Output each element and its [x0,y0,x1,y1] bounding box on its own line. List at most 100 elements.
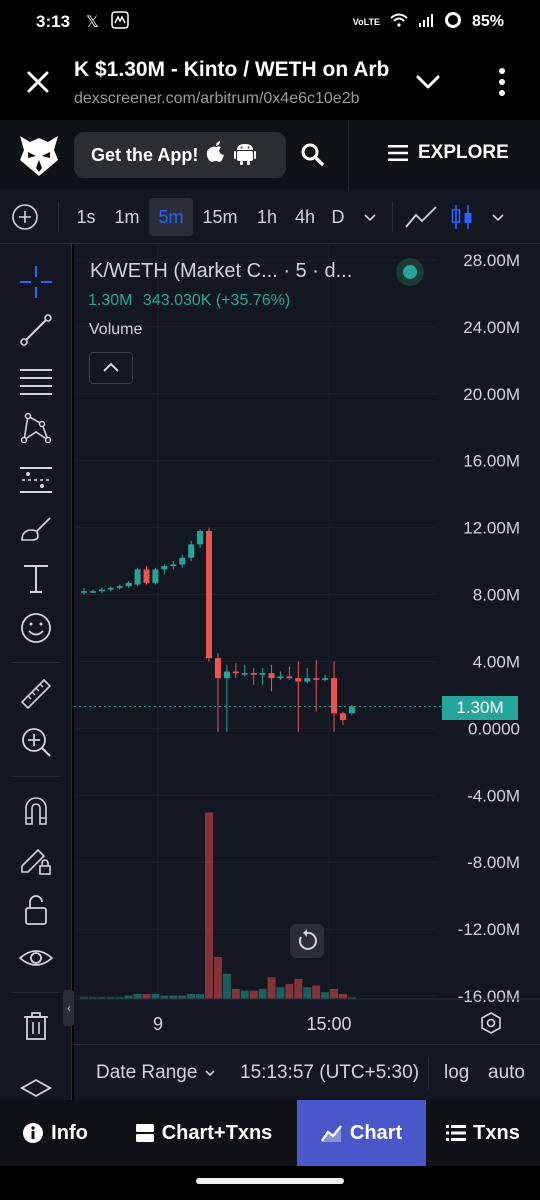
timeframe-15m[interactable]: 15m [202,207,238,227]
volume-bar [169,995,178,999]
candle-body [188,544,195,558]
layers-icon[interactable] [18,1076,54,1100]
candle-body [304,678,311,682]
lock-drawing-icon[interactable] [18,842,54,878]
page-title: K $1.30M - Kinto / WETH on Arbitrum [74,58,390,81]
dexscreener-logo-icon[interactable] [16,132,62,178]
volume-bar [231,988,240,999]
candle-body [339,713,346,720]
chevron-down-icon[interactable] [412,66,444,98]
emoji-icon[interactable] [18,610,54,646]
eye-icon[interactable] [18,940,54,976]
search-icon[interactable] [298,140,328,170]
add-symbol-icon[interactable] [10,202,40,232]
status-bar: 3:13 𝕏 VoLTE 85% [0,0,540,44]
volume-bar [115,997,124,999]
battery-level: 85% [471,13,504,30]
forecast-icon[interactable] [18,462,54,498]
volume-bar [276,987,285,999]
volume-bar [294,978,303,999]
price-tick-label: 0.0000 [468,719,520,738]
auto-scale-toggle[interactable]: auto [488,1062,525,1083]
volume-bar [285,983,294,999]
price-tick-label: 8.00M [473,586,520,605]
overflow-menu-icon[interactable] [492,64,512,100]
candles-icon[interactable] [448,203,476,231]
get-app-label: Get the App! [91,144,199,165]
pattern-icon[interactable] [18,410,54,446]
get-app-button[interactable]: Get the App! [74,132,286,178]
candle-body [214,658,221,679]
price-tick-label: 4.00M [473,652,520,671]
crosshair-icon[interactable] [18,264,54,300]
browser-bar: K $1.30M - Kinto / WETH on Arbitrum dexs… [0,44,540,120]
timeframe-4h[interactable]: 4h [294,207,316,227]
collapse-legend-button[interactable] [89,352,133,384]
tab-chart[interactable]: Chart [297,1100,426,1166]
price-tick-label: -12.00M [458,920,520,939]
line-chart-icon[interactable] [404,203,438,231]
chart-area[interactable]: 28.00M 24.00M 20.00M 16.00M 12.00M 8.00M 4.00M… [74,244,540,1044]
timezone-timestamp[interactable]: 15:13:57 (UTC+5:30) [240,1062,420,1083]
reset-chart-button[interactable] [290,924,324,958]
range-bar: Date Range 15:13:57 (UTC+5:30) log auto [74,1044,540,1100]
page-url[interactable]: dexscreener.com/arbitrum/0x4e6c10e2b [74,90,360,107]
price-tick-label: -16.00M [458,987,520,1006]
chart-toolbar: 1s 1m 5m 15m 1h 4h D [0,190,540,244]
app-icon [111,10,129,34]
tab-info[interactable]: Info [0,1100,110,1166]
site-nav: Get the App! EXPLORE [0,120,540,190]
timeframe-5m[interactable]: 5m [149,198,193,236]
chart-settings-icon[interactable] [480,1012,502,1034]
candle-body [98,589,105,592]
fib-retracement-icon[interactable] [18,362,54,398]
magnet-icon[interactable] [18,792,54,828]
timeframe-1s[interactable]: 1s [76,207,96,227]
home-indicator[interactable] [196,1178,344,1184]
timeframe-dropdown-icon[interactable] [356,203,384,231]
timeframe-1m[interactable]: 1m [114,207,140,227]
candle-body [277,676,284,679]
date-range-button[interactable]: Date Range [96,1062,217,1084]
brush-icon[interactable] [18,510,54,546]
drawing-toolbar [0,244,72,1100]
candle-body [313,678,320,680]
unlock-icon[interactable] [18,892,54,928]
volume-bar [312,985,321,999]
chart-type-dropdown-icon[interactable] [484,203,512,231]
candle-body [241,673,248,675]
tab-txns[interactable]: Txns [426,1100,540,1166]
volume-bar [205,812,214,999]
chart-icon [320,1125,342,1142]
volume-bar [88,997,97,999]
volume-bar [303,987,312,999]
volume-bar [142,993,151,999]
legend-change: 343.030K (+35.76%) [142,292,291,309]
tab-chart-txns[interactable]: Chart+Txns [110,1100,297,1166]
close-tab-button[interactable] [22,66,54,98]
log-scale-toggle[interactable]: log [444,1062,470,1083]
chart-canvas[interactable]: 28.00M 24.00M 20.00M 16.00M 12.00M 8.00M 4.00M… [74,244,540,1044]
time-tick-label: 15:00 [306,1014,351,1034]
network-type: VoLTE [352,17,380,27]
tools-separator [12,992,60,993]
explore-label: EXPLORE [418,142,509,163]
live-status-icon[interactable] [396,258,424,286]
trend-line-icon[interactable] [18,312,54,348]
timeframe-1h[interactable]: 1h [256,207,278,227]
candle-body [134,569,141,585]
legend-values: 1.30M 343.030K (+35.76%) [88,292,296,310]
candle-body [322,678,329,680]
legend-title: K/WETH (Market C... · 5 · d... [90,260,353,282]
chevron-down-icon [205,1070,215,1077]
toolbar-separator [58,202,59,232]
zoom-in-icon[interactable] [18,724,54,760]
collapse-toolbar-handle[interactable]: ‹ [63,990,75,1026]
explore-button[interactable]: EXPLORE [388,142,509,164]
tab-info-label: Info [51,1121,88,1144]
text-tool-icon[interactable] [18,560,54,596]
trash-icon[interactable] [18,1008,54,1044]
timeframe-d[interactable]: D [331,207,345,227]
price-tick-label: 28.00M [463,251,520,270]
ruler-icon[interactable] [18,676,54,712]
